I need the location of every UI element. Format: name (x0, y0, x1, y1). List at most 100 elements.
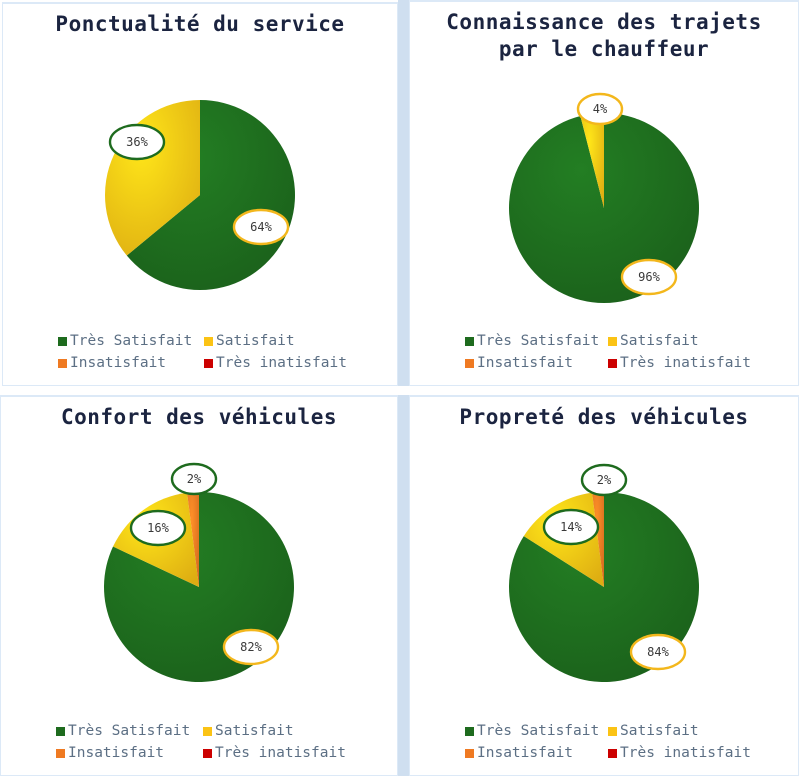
callout-ellipse (542, 508, 600, 546)
legend-item[interactable]: Très Satisfait (410, 333, 599, 349)
pie-chart[interactable]: 82% 16% 2% (9, 452, 389, 702)
legend-item[interactable]: Très inatisfait (200, 355, 347, 371)
page-title: Confort des véhicules (60, 405, 337, 429)
pie-value-callout: 14% (542, 508, 600, 546)
pie-chart[interactable]: 84% 14% 2% (414, 452, 794, 702)
legend-swatch-icon (465, 748, 474, 758)
chart-legend: Très Satisfait Satisfait Insatisfait Très i… (410, 723, 798, 775)
pie-slice-insatisfait[interactable] (187, 491, 199, 587)
callout-ellipse (222, 628, 280, 666)
legend-item[interactable]: Insatisfait (1, 745, 164, 761)
callout-label: 2% (187, 472, 202, 486)
pie-chart-area: 84% 14% 2% (410, 431, 798, 723)
chart-legend: Très Satisfait Satisfait Insatisfait Très i… (1, 723, 397, 775)
chart-panel-confort: Confort des véhicules 82% 16% 2% Très Sati… (0, 395, 398, 776)
callout-ellipse (580, 463, 628, 497)
legend-swatch-icon (465, 726, 474, 736)
legend-item[interactable]: Insatisfait (410, 355, 573, 371)
legend-item[interactable]: Très Satisfait (1, 723, 190, 739)
callout-ellipse (129, 509, 187, 547)
callout-label: 16% (147, 521, 169, 535)
legend-item-label: Insatisfait (477, 355, 574, 371)
chart-panel-ponctualite: Ponctualité du service 64% 36% Très Satis… (2, 2, 398, 386)
callout-label: 82% (240, 640, 262, 654)
callout-ellipse (629, 633, 687, 671)
pie-value-callout: 2% (170, 462, 218, 496)
legend-swatch-icon (608, 748, 617, 758)
legend-item-label: Très inatisfait (216, 355, 347, 371)
legend-swatch-icon (204, 358, 213, 368)
pie-slice-satisfait[interactable] (580, 112, 604, 208)
page-title: Ponctualité du service (55, 12, 345, 36)
legend-item-label: Très Satisfait (68, 723, 191, 739)
callout-label: 96% (638, 270, 660, 284)
callout-label: 14% (560, 520, 582, 534)
legend-item[interactable]: Satisfait (200, 333, 295, 349)
legend-item-label: Satisfait (620, 723, 699, 739)
gutter-horizontal-right (409, 386, 799, 395)
pie-value-callout: 64% (232, 209, 290, 246)
legend-item[interactable]: Très Satisfait (3, 333, 192, 349)
legend-swatch-icon (203, 726, 212, 736)
pie-chart[interactable]: 64% 36% (10, 60, 390, 310)
legend-swatch-icon (608, 336, 617, 346)
legend-swatch-icon (465, 336, 474, 346)
chart-panel-connaissance: Connaissance des trajets par le chauffeu… (409, 0, 799, 386)
legend-item[interactable]: Insatisfait (410, 745, 573, 761)
callout-ellipse (576, 92, 624, 126)
legend-item[interactable]: Très inatisfait (604, 355, 751, 371)
legend-item-label: Satisfait (620, 333, 699, 349)
chart-legend: Très Satisfait Satisfait Insatisfait Très i… (3, 333, 397, 385)
legend-item[interactable]: Satisfait (604, 333, 699, 349)
callout-ellipse (232, 209, 290, 246)
pie-value-callout: 2% (580, 463, 628, 497)
callout-ellipse (170, 462, 218, 496)
pie-value-callout: 16% (129, 509, 187, 547)
legend-item[interactable]: Insatisfait (3, 355, 166, 371)
legend-item-label: Satisfait (215, 723, 294, 739)
legend-item-label: Très inatisfait (620, 355, 751, 371)
pie-value-callout: 82% (222, 628, 280, 666)
legend-item-label: Insatisfait (70, 355, 167, 371)
legend-item-label: Insatisfait (477, 745, 574, 761)
callout-label: 64% (250, 220, 272, 234)
callout-label: 36% (126, 135, 148, 149)
chart-panel-proprete: Propreté des véhicules 84% 14% 2% Très Sat… (409, 395, 799, 776)
pie-slice-insatisfait[interactable] (592, 491, 604, 587)
legend-item[interactable]: Très Satisfait (410, 723, 599, 739)
legend-swatch-icon (608, 726, 617, 736)
callout-label: 4% (593, 102, 608, 116)
pie-value-callout: 84% (629, 633, 687, 671)
legend-swatch-icon (58, 336, 67, 346)
pie-chart-area: 82% 16% 2% (1, 431, 397, 723)
page-title: Connaissance des trajets par le chauffeu… (446, 10, 762, 61)
legend-item-label: Très inatisfait (215, 745, 346, 761)
gutter-horizontal-left (0, 386, 398, 395)
pie-slice-très-satisfait[interactable] (509, 112, 699, 303)
pie-value-callout: 4% (576, 92, 624, 126)
pie-chart-area: 96% 4% (410, 63, 798, 333)
pie-chart[interactable]: 96% 4% (414, 73, 794, 323)
legend-item-label: Très Satisfait (70, 333, 193, 349)
callout-label: 2% (597, 473, 612, 487)
legend-swatch-icon (56, 748, 65, 758)
legend-swatch-icon (465, 358, 474, 368)
legend-item-label: Très Satisfait (477, 333, 600, 349)
legend-swatch-icon (203, 748, 212, 758)
legend-item[interactable]: Satisfait (604, 723, 699, 739)
gutter-center (398, 386, 409, 395)
legend-item[interactable]: Satisfait (199, 723, 294, 739)
legend-swatch-icon (608, 358, 617, 368)
legend-item-label: Satisfait (216, 333, 295, 349)
gutter-vertical-top (398, 0, 409, 386)
gutter-vertical-bottom (398, 395, 409, 776)
legend-item-label: Très inatisfait (620, 745, 751, 761)
callout-ellipse (108, 124, 166, 161)
legend-swatch-icon (58, 358, 67, 368)
legend-swatch-icon (56, 726, 65, 736)
legend-item[interactable]: Très inatisfait (604, 745, 751, 761)
pie-value-callout: 96% (620, 258, 678, 296)
legend-item[interactable]: Très inatisfait (199, 745, 346, 761)
legend-swatch-icon (204, 336, 213, 346)
